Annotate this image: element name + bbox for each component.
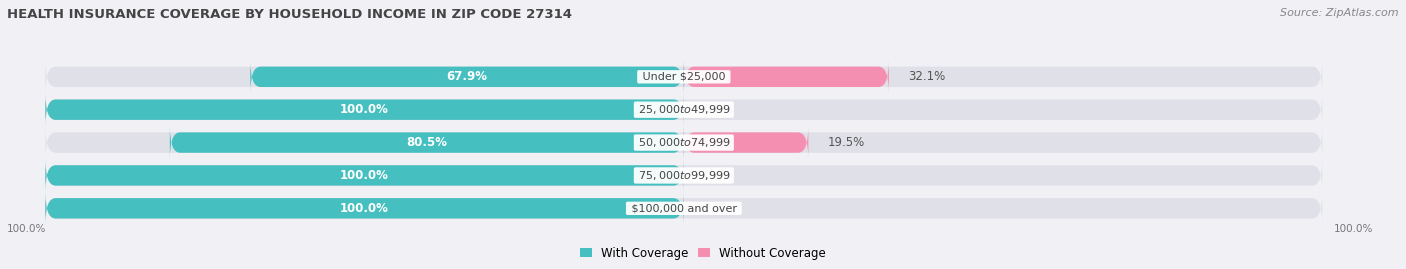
Text: Under $25,000: Under $25,000 <box>638 72 728 82</box>
FancyBboxPatch shape <box>45 94 1323 126</box>
Text: 32.1%: 32.1% <box>908 70 945 83</box>
Text: 0.0%: 0.0% <box>703 103 733 116</box>
FancyBboxPatch shape <box>683 126 808 159</box>
FancyBboxPatch shape <box>45 192 683 224</box>
Text: 100.0%: 100.0% <box>340 202 389 215</box>
Text: Source: ZipAtlas.com: Source: ZipAtlas.com <box>1281 8 1399 18</box>
FancyBboxPatch shape <box>45 94 683 126</box>
Text: 0.0%: 0.0% <box>703 169 733 182</box>
Text: $100,000 and over: $100,000 and over <box>627 203 740 213</box>
Text: 80.5%: 80.5% <box>406 136 447 149</box>
Text: 19.5%: 19.5% <box>828 136 865 149</box>
FancyBboxPatch shape <box>170 126 683 159</box>
Text: $25,000 to $49,999: $25,000 to $49,999 <box>636 103 733 116</box>
Text: 67.9%: 67.9% <box>447 70 488 83</box>
Text: $75,000 to $99,999: $75,000 to $99,999 <box>636 169 733 182</box>
Text: 0.0%: 0.0% <box>703 202 733 215</box>
FancyBboxPatch shape <box>45 159 1323 192</box>
Text: $50,000 to $74,999: $50,000 to $74,999 <box>636 136 733 149</box>
FancyBboxPatch shape <box>45 61 1323 93</box>
Legend: With Coverage, Without Coverage: With Coverage, Without Coverage <box>575 242 831 264</box>
Text: 100.0%: 100.0% <box>7 224 46 234</box>
FancyBboxPatch shape <box>45 192 1323 224</box>
Text: 100.0%: 100.0% <box>1334 224 1374 234</box>
Text: 100.0%: 100.0% <box>340 169 389 182</box>
FancyBboxPatch shape <box>45 159 683 192</box>
FancyBboxPatch shape <box>250 61 683 93</box>
FancyBboxPatch shape <box>45 126 1323 159</box>
Text: HEALTH INSURANCE COVERAGE BY HOUSEHOLD INCOME IN ZIP CODE 27314: HEALTH INSURANCE COVERAGE BY HOUSEHOLD I… <box>7 8 572 21</box>
Text: 100.0%: 100.0% <box>340 103 389 116</box>
FancyBboxPatch shape <box>683 61 889 93</box>
